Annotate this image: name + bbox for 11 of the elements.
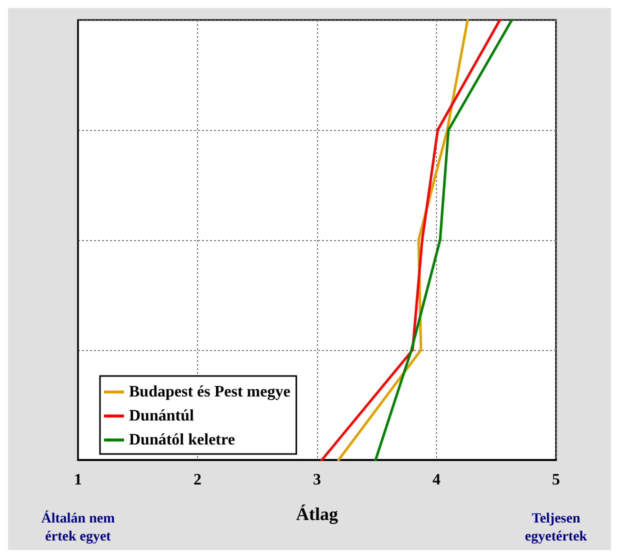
x-tick-label: 1 [74, 472, 82, 488]
text: Teljesen egyetértek [524, 512, 588, 544]
x-tick-label: 4 [432, 472, 440, 488]
legend-label: Dunántúl [129, 408, 194, 424]
x-tick-label: 3 [313, 472, 321, 488]
text: Általán nem értek egyet [41, 510, 116, 544]
legend-label: Dunától keletre [129, 432, 235, 448]
legend-label: Budapest és Pest megye [129, 384, 290, 400]
x-tick-label: 2 [194, 472, 202, 488]
x-tick-label: 5 [552, 472, 560, 488]
x-axis-title: Átlag [296, 504, 338, 524]
